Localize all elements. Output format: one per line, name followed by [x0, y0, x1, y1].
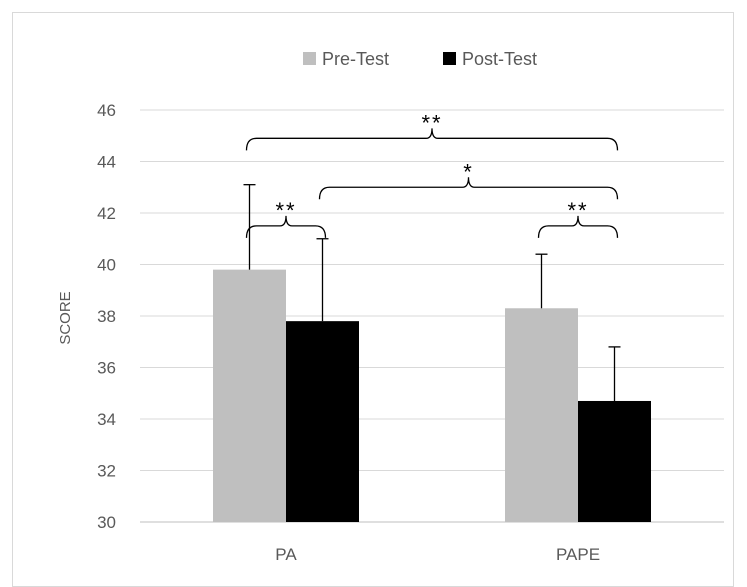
x-axis-ticks: PA PAPE	[275, 545, 600, 564]
x-tick-label: PA	[275, 545, 297, 564]
y-tick-label: 40	[97, 256, 116, 275]
significance-label: *	[463, 159, 474, 184]
significance-brackets: ***** **	[245, 110, 619, 238]
bar	[286, 321, 359, 522]
bar	[578, 400, 651, 522]
bar	[505, 308, 578, 522]
legend-label: Pre-Test	[322, 49, 389, 69]
y-tick-label: 44	[97, 153, 116, 172]
y-tick-label: 46	[97, 101, 116, 120]
bracket	[537, 215, 619, 238]
error-bars	[243, 184, 621, 401]
y-tick-label: 32	[97, 462, 116, 481]
significance-label: **	[421, 110, 442, 135]
bracket	[245, 215, 327, 238]
bracket	[318, 177, 619, 200]
significance-label: **	[275, 198, 296, 223]
legend-label: Post-Test	[462, 49, 537, 69]
bars	[213, 269, 651, 522]
legend: Pre-Test Post-Test	[303, 49, 537, 69]
x-tick-label: PAPE	[556, 545, 600, 564]
y-axis-label: SCORE	[57, 291, 74, 344]
y-tick-label: 30	[97, 513, 116, 532]
y-tick-label: 36	[97, 359, 116, 378]
y-tick-label: 34	[97, 410, 116, 429]
y-tick-label: 42	[97, 204, 116, 223]
y-tick-label: 38	[97, 307, 116, 326]
y-axis-ticks: 30 32 34 36 38 40 42 44 46	[97, 101, 116, 532]
legend-swatch	[443, 52, 456, 65]
significance-label: **	[567, 198, 588, 223]
bar	[213, 269, 286, 522]
bracket	[245, 128, 619, 151]
legend-swatch	[303, 52, 316, 65]
